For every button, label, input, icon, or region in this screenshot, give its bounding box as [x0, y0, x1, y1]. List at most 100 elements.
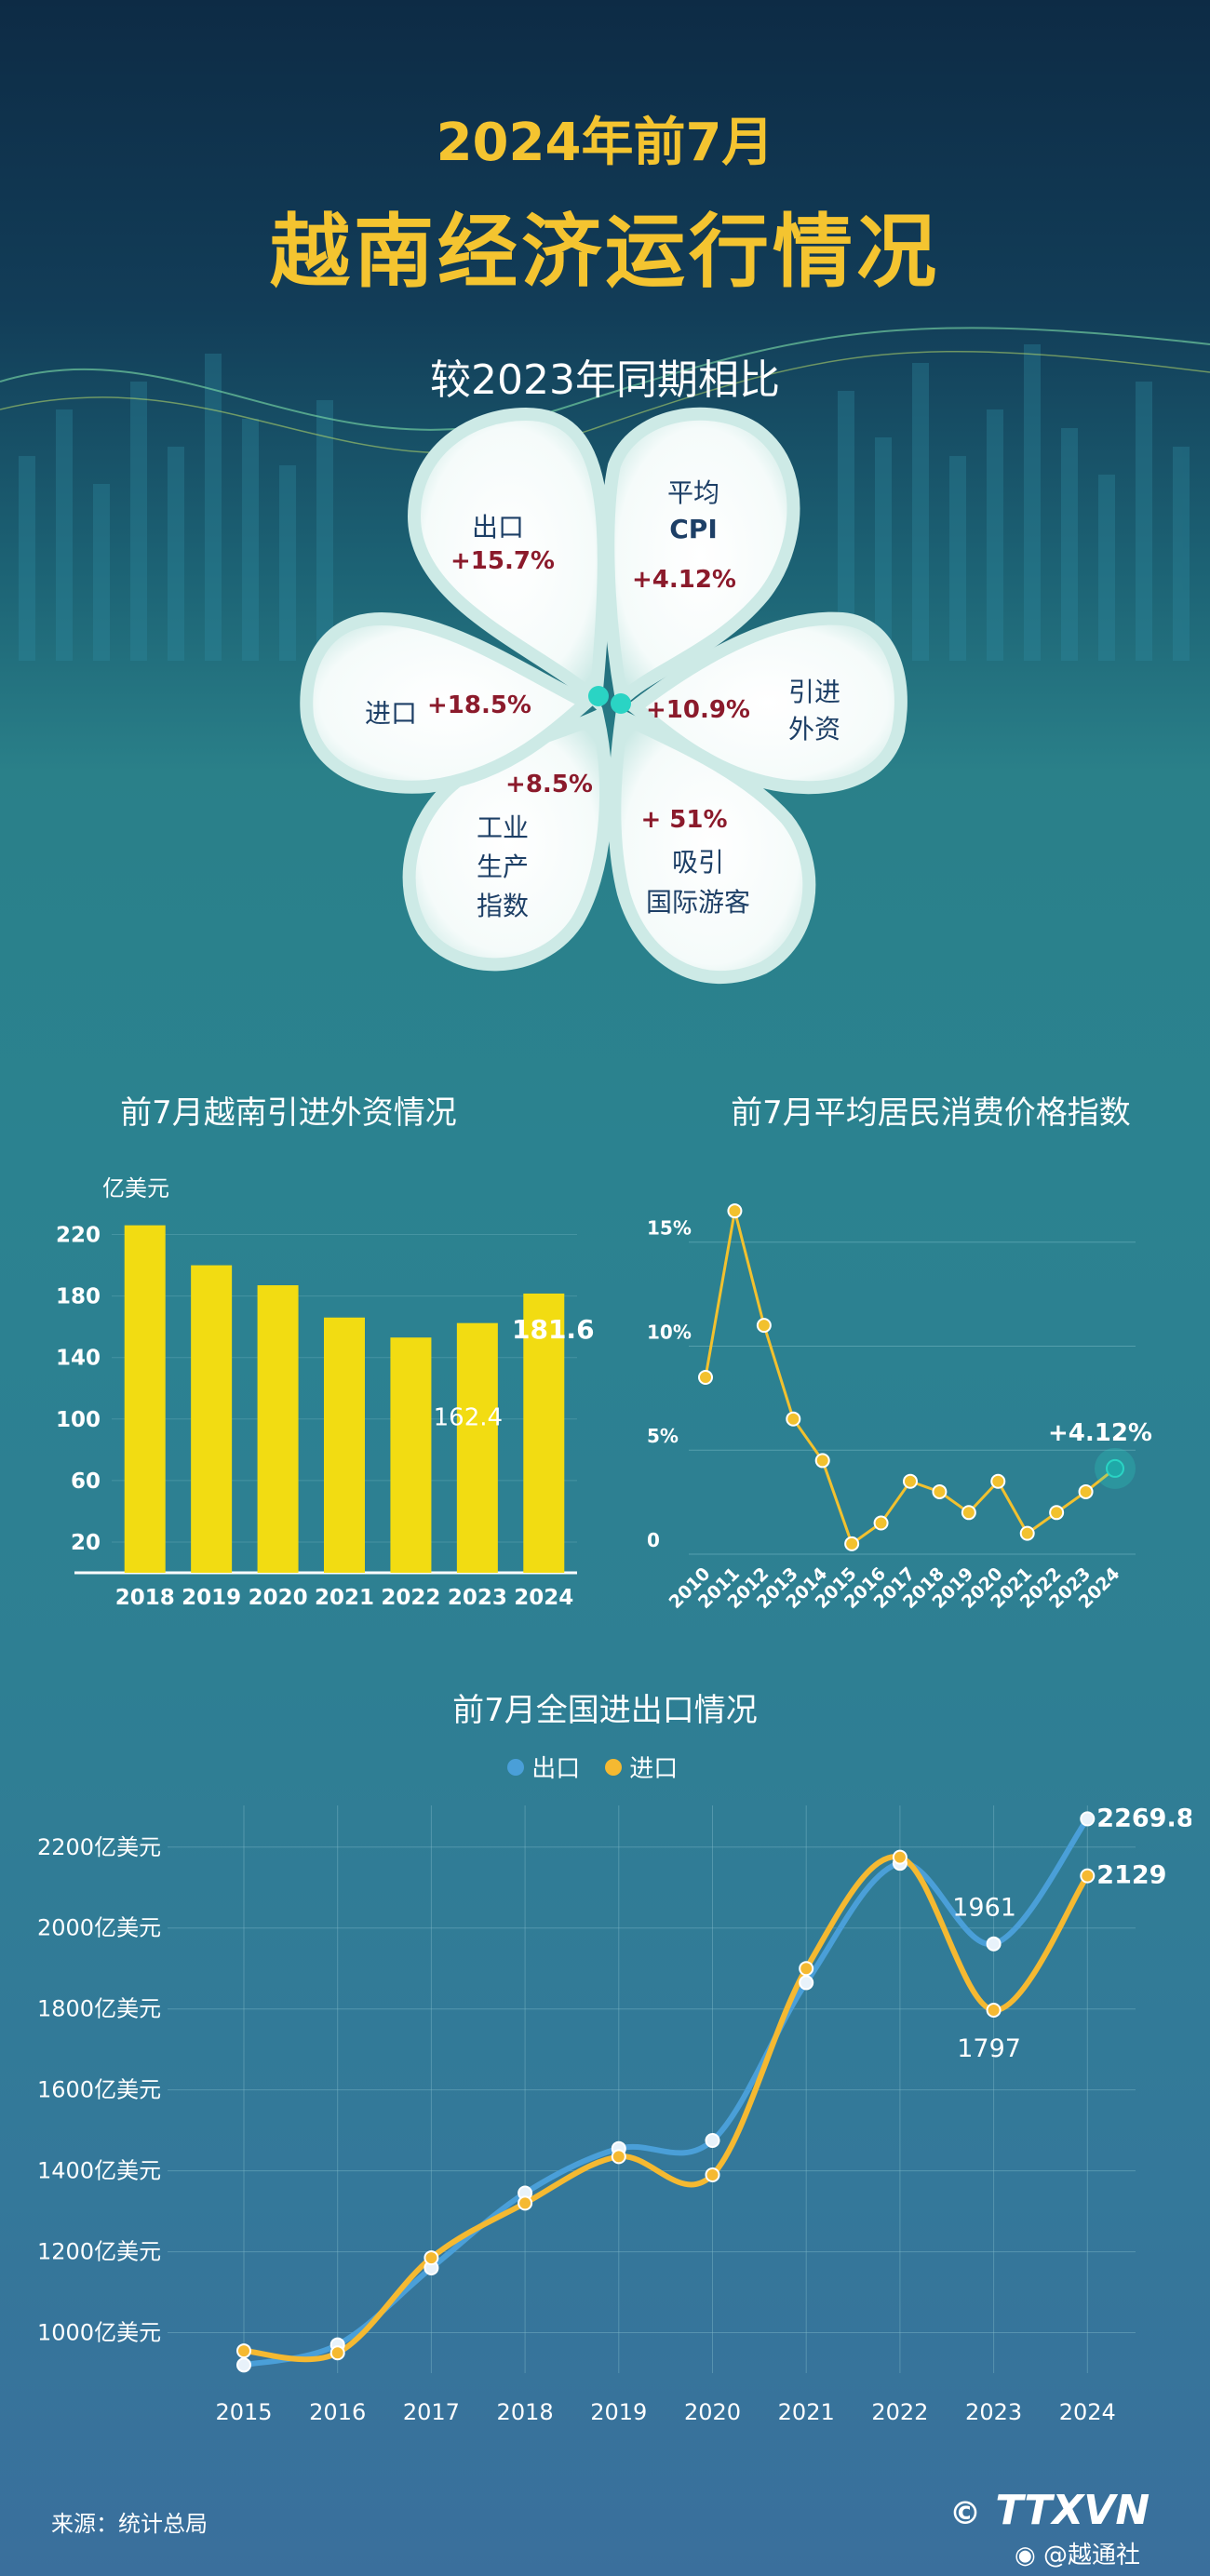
petal-tourism-label: 吸引 — [671, 847, 724, 878]
ttxvn-logo: © TTXVN — [949, 2487, 1150, 2534]
trade-x-tick: 2019 — [590, 2399, 647, 2425]
cpi-point — [932, 1483, 948, 1499]
petal-import-label: 进口 — [364, 698, 417, 729]
trade-export-point — [986, 1936, 1002, 1952]
fdi-bar-chart: 亿美元 20 60 100 140 180 220 2018 2019 2020 2021 2022 2… — [56, 1175, 595, 1610]
cpi-point — [1049, 1505, 1065, 1521]
trade-x-tick: 2015 — [215, 2399, 272, 2425]
fdi-y-tick: 180 — [56, 1285, 101, 1309]
trade-y-tick: 2200亿美元 — [37, 1834, 161, 1860]
legend-dot-export — [507, 1758, 524, 1776]
trade-y-tick: 1800亿美元 — [37, 1996, 161, 2022]
petal-industry-value: +8.5% — [505, 771, 593, 798]
cpi-line — [704, 1210, 1116, 1547]
cpi-highlight-label: +4.12% — [1048, 1419, 1152, 1447]
cpi-line-chart: 05%10%15%2010201120122013201420152016201… — [647, 1203, 1152, 1613]
cpi-y-tick: 5% — [647, 1425, 679, 1447]
fdi-bar — [456, 1322, 498, 1573]
fdi-bar — [124, 1225, 166, 1573]
cpi-y-tick: 15% — [647, 1217, 692, 1240]
fdi-chart-title: 前7月越南引进外资情况 — [120, 1094, 457, 1132]
trade-import-line — [243, 1854, 1090, 2363]
trade-y-tick: 1400亿美元 — [37, 2158, 161, 2184]
trade-y-tick: 1000亿美元 — [37, 2320, 161, 2346]
petal-cpi-label2: CPI — [669, 514, 718, 544]
petal-import — [300, 611, 598, 794]
flower-graphic — [300, 407, 908, 984]
cpi-point — [990, 1473, 1006, 1489]
petal-import-value: +18.5% — [427, 691, 531, 719]
fdi-y-tick: 140 — [56, 1347, 101, 1371]
fdi-x-tick: 2022 — [381, 1586, 440, 1610]
trade-x-tick: 2020 — [684, 2399, 741, 2425]
trade-x-tick: 2022 — [871, 2399, 928, 2425]
trade-import-2023-label: 1797 — [957, 2034, 1021, 2063]
petal-export-value: +15.7% — [450, 547, 555, 575]
trade-x-tick: 2017 — [403, 2399, 460, 2425]
trade-import-point — [236, 2343, 251, 2359]
weibo-watermark: ◉ @越通社 — [1015, 2536, 1140, 2570]
copyright-icon: © — [949, 2495, 981, 2532]
petal-industry-label3: 指数 — [476, 891, 529, 921]
comparison-subtitle: 较2023年同期相比 — [430, 356, 780, 404]
cpi-point — [727, 1203, 743, 1219]
fdi-bar — [257, 1285, 299, 1573]
cpi-point — [1078, 1483, 1094, 1499]
legend-export: 出口 — [507, 1750, 580, 1784]
fdi-x-tick: 2019 — [182, 1586, 241, 1610]
trade-import-point — [611, 2149, 626, 2165]
weibo-icon: ◉ — [1015, 2542, 1036, 2569]
watermark-text: @越通社 — [1042, 2542, 1140, 2569]
legend-import: 进口 — [605, 1750, 678, 1784]
cpi-point — [961, 1505, 976, 1521]
fdi-bar — [390, 1337, 432, 1573]
trade-chart-title: 前7月全国进出口情况 — [452, 1692, 758, 1729]
petal-cpi-value: +4.12% — [632, 566, 736, 594]
cpi-chart-title: 前7月平均居民消费价格指数 — [731, 1094, 1131, 1132]
flower-center-dot — [588, 686, 609, 706]
main-title: 越南经济运行情况 — [270, 206, 940, 299]
fdi-bar — [191, 1265, 233, 1573]
petal-tourism-label2: 国际游客 — [645, 887, 750, 918]
trade-export-point — [705, 2133, 720, 2148]
fdi-x-tick: 2020 — [249, 1586, 308, 1610]
petal-tourism — [608, 706, 816, 984]
year-title: 2024年前7月 — [436, 113, 774, 173]
trade-import-point — [424, 2250, 439, 2266]
trade-x-tick: 2018 — [497, 2399, 554, 2425]
fdi-y-tick: 100 — [56, 1408, 101, 1432]
trade-y-tick: 1200亿美元 — [37, 2239, 161, 2265]
cpi-point-highlight — [1106, 1458, 1124, 1478]
trade-import-point — [799, 1961, 814, 1977]
trade-import-point — [1080, 1868, 1096, 1884]
trade-import-point — [892, 1849, 908, 1865]
fdi-x-tick: 2018 — [115, 1586, 175, 1610]
cpi-point — [698, 1370, 713, 1385]
trade-y-tick: 1600亿美元 — [37, 2077, 161, 2103]
trade-line-chart: 1000亿美元 1200亿美元 1400亿美元 1600亿美元 1800亿美元 2000亿… — [37, 1804, 1191, 2425]
legend-label-import: 进口 — [629, 1755, 679, 1783]
cpi-point — [756, 1318, 772, 1334]
flower-center-dot — [611, 693, 631, 714]
cpi-point — [873, 1515, 889, 1531]
fdi-x-tick: 2023 — [448, 1586, 507, 1610]
petal-export — [407, 407, 611, 714]
logo-text: TTXVN — [995, 2487, 1150, 2534]
trade-export-point — [1080, 1811, 1096, 1827]
fdi-bar — [324, 1317, 365, 1573]
fdi-y-unit: 亿美元 — [102, 1175, 169, 1201]
trade-import-point — [518, 2195, 533, 2211]
fdi-data-label: 181.6 — [512, 1314, 595, 1345]
trade-export-2024-label: 2269.8 — [1096, 1804, 1191, 1832]
cpi-point — [786, 1411, 801, 1427]
cpi-point — [844, 1536, 860, 1551]
fdi-bar — [523, 1293, 565, 1573]
trade-import-point — [986, 2003, 1002, 2018]
cpi-point — [1019, 1525, 1035, 1541]
trade-x-tick: 2016 — [309, 2399, 366, 2425]
trade-export-2023-label: 1961 — [952, 1894, 1016, 1923]
trade-export-point — [236, 2357, 251, 2373]
cpi-point — [903, 1473, 918, 1489]
petal-fdi-label: 引进 — [787, 677, 840, 707]
fdi-x-tick: 2021 — [315, 1586, 374, 1610]
